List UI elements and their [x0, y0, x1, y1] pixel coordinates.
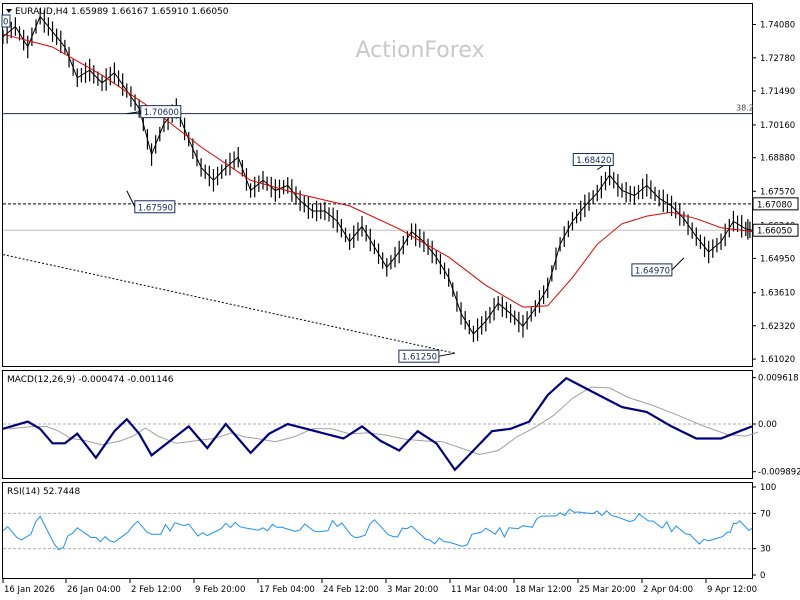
main-y-tick-label: 1.61020 — [760, 355, 795, 365]
level-label-box — [752, 197, 799, 211]
macd-header: MACD(12,26,9) -0.000474 -0.001146 — [7, 375, 174, 385]
moving-average-line — [2, 33, 753, 308]
callout-label: 1.70600 — [144, 108, 179, 118]
macd-line — [2, 376, 753, 472]
macd-y-tick-label: 0.00 — [758, 420, 777, 430]
rsi-y-tick-label: 100 — [760, 483, 776, 493]
main-y-tick-label: 1.68880 — [760, 154, 795, 164]
main-y-tick-label: 1.62320 — [760, 322, 795, 332]
x-tick-label: 11 Mar 04:00 — [451, 585, 508, 595]
main-header: EURAUD,H4 1.65989 1.66167 1.65910 1.6605… — [15, 7, 229, 17]
x-tick-label: 9 Feb 20:00 — [195, 585, 245, 595]
rsi-y-tick-label: 0 — [760, 571, 765, 581]
rsi-panel-frame — [2, 482, 753, 579]
x-tick-label: 17 Feb 04:00 — [259, 585, 315, 595]
left-edge-label: 0 — [3, 18, 8, 28]
rsi-header: RSI(14) 52.7448 — [7, 487, 80, 497]
main-panel-frame — [2, 3, 753, 367]
x-tick-label: 2 Apr 04:00 — [643, 585, 693, 595]
callout-box — [631, 263, 673, 277]
callout-connector — [126, 111, 141, 115]
main-y-tick-label: 1.64950 — [760, 254, 795, 264]
x-tick-label: 9 Apr 12:00 — [707, 585, 757, 595]
main-y-tick-label: 1.71490 — [760, 87, 795, 97]
x-tick-label: 24 Feb 12:00 — [323, 585, 379, 595]
main-y-tick-label: 1.63610 — [760, 289, 795, 299]
callout-box — [140, 105, 182, 119]
main-y-tick-label: 1.74080 — [760, 20, 795, 30]
x-tick-label: 26 Jan 04:00 — [67, 585, 121, 595]
main-y-tick-label: 1.72780 — [760, 54, 795, 64]
x-tick-label: 25 Mar 20:00 — [579, 585, 636, 595]
watermark: ActionForex — [356, 38, 485, 63]
callout-connector — [671, 257, 685, 271]
rsi-line — [2, 508, 753, 551]
callout-label: 1.64970 — [635, 266, 670, 276]
x-tick-label: 16 Jan 2026 — [4, 585, 55, 595]
current-price-box — [752, 223, 799, 237]
callout-connector — [438, 352, 455, 357]
support-trendline — [2, 254, 455, 354]
callout-box — [134, 200, 176, 214]
callout-label: 1.68420 — [576, 156, 611, 166]
current-price-label: 1.66050 — [757, 227, 792, 237]
fib-label: 38.2 — [736, 104, 754, 113]
level-label: 1.67080 — [757, 200, 792, 210]
rsi-y-tick-label: 30 — [760, 545, 771, 555]
macd-panel-frame — [2, 370, 753, 479]
main-y-tick-label: 1.70160 — [760, 121, 795, 131]
x-tick-label: 2 Feb 12:00 — [131, 585, 181, 595]
left-edge-label-box — [1, 14, 11, 28]
x-tick-label: 3 Mar 20:00 — [387, 585, 438, 595]
callout-label: 1.67590 — [138, 203, 173, 213]
callout-box — [572, 153, 614, 167]
callout-connector — [126, 190, 136, 207]
callout-label: 1.61250 — [402, 353, 437, 363]
x-tick-label: 18 Mar 12:00 — [515, 585, 572, 595]
macd-y-tick-label: -0.009892 — [758, 468, 800, 478]
macd-y-tick-label: 0.009618 — [758, 374, 799, 384]
dropdown-arrow-icon[interactable] — [6, 9, 12, 13]
callout-box — [398, 349, 440, 363]
rsi-y-tick-label: 70 — [760, 509, 771, 519]
main-y-tick-label: 1.67570 — [760, 187, 795, 197]
